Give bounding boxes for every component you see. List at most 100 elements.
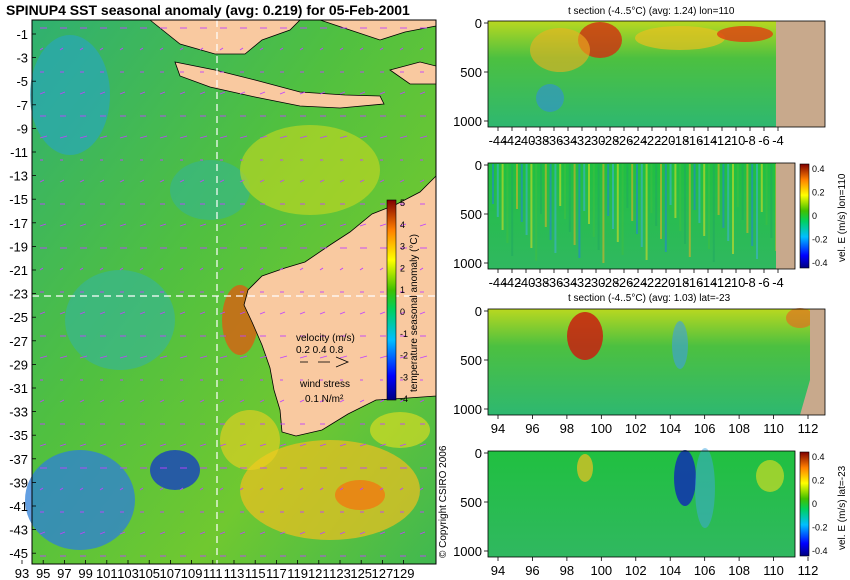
section-x-tick-label: -30 xyxy=(587,133,606,148)
velocity-stripe xyxy=(640,164,643,247)
wind-arrow xyxy=(79,267,84,271)
sst-colorbar-tick-label: 2 xyxy=(400,263,405,273)
wind-arrow xyxy=(179,223,187,227)
wind-stress-arrows xyxy=(39,27,428,557)
section-x-tick-label: -22 xyxy=(643,275,662,290)
section-x-tick-label: -4 xyxy=(772,133,784,148)
wind-arrow xyxy=(79,443,87,447)
velocity-stripe xyxy=(535,164,538,261)
velocity-stripe xyxy=(511,164,514,256)
section-x-tick-label: -20 xyxy=(657,133,676,148)
wind-arrow xyxy=(419,311,426,315)
sst-colorbar-tick-label: 5 xyxy=(400,198,405,208)
wind-arrow xyxy=(99,91,106,95)
map-x-tick-label: 129 xyxy=(393,566,415,580)
section-x-tick-label: 96 xyxy=(525,563,539,578)
wind-arrow xyxy=(119,487,124,491)
velocity-stripe xyxy=(650,164,653,213)
section-x-tick-label: 94 xyxy=(491,563,505,578)
wind-arrow xyxy=(59,267,64,271)
section-x-tick-label: -16 xyxy=(685,133,704,148)
cool-core xyxy=(672,321,688,369)
wind-arrow xyxy=(279,47,284,51)
velocity-stripe xyxy=(540,164,542,214)
sst-cool-patch xyxy=(30,35,110,155)
sst-colorbar: 5 4 3 2 1 0 -1 -2 -3 -4 xyxy=(386,198,408,404)
wind-arrow xyxy=(339,223,347,227)
section-y-tick-label: 1000 xyxy=(453,402,482,417)
wind-arrow xyxy=(379,443,387,447)
wind-arrow xyxy=(99,135,108,139)
borneo-landmass xyxy=(148,19,301,55)
westward-band xyxy=(695,448,715,528)
map-y-tick-label: -19 xyxy=(9,239,28,254)
velocity-stripe xyxy=(616,164,619,242)
wind-arrow xyxy=(219,443,227,447)
velocity-stripe xyxy=(684,164,686,244)
velocity-stripe xyxy=(693,164,696,210)
wind-arrow xyxy=(159,91,166,95)
wind-arrow xyxy=(319,91,326,95)
velocity-stripe xyxy=(688,164,691,257)
wind-arrow xyxy=(219,91,226,95)
section-x-tick-label: -30 xyxy=(587,275,606,290)
map-y-tick-label: -37 xyxy=(9,452,28,467)
wind-arrow xyxy=(119,223,127,227)
wind-arrow xyxy=(119,399,125,403)
wind-arrow xyxy=(399,267,404,271)
velocity-stripe xyxy=(583,164,586,211)
wind-arrow xyxy=(79,487,84,491)
wind-arrow xyxy=(279,355,288,359)
velocity-stripe xyxy=(597,164,600,250)
map-y-tick-label: -45 xyxy=(9,546,28,561)
wind-arrow xyxy=(99,487,104,491)
wind-arrow xyxy=(319,179,325,183)
velocity-stripes xyxy=(492,164,778,263)
wind-arrow xyxy=(99,399,105,403)
section-x-tick-label: -36 xyxy=(545,133,564,148)
wind-arrow xyxy=(299,223,307,227)
wind-arrow xyxy=(39,311,46,315)
wind-arrow xyxy=(379,487,384,491)
wind-arrow xyxy=(99,355,108,359)
wind-arrow xyxy=(339,487,344,491)
map-x-tick-label: 119 xyxy=(287,566,308,580)
velocity-stripe xyxy=(607,164,610,216)
wind-arrow xyxy=(399,223,407,227)
section-x-tick-label: -4 xyxy=(772,275,784,290)
wind-arrow xyxy=(199,47,204,51)
wind-arrow xyxy=(79,223,87,227)
map-y-tick-label: -21 xyxy=(9,263,28,278)
velocity-stripe xyxy=(530,164,533,248)
velocity-stripe xyxy=(496,164,499,217)
velocity-stripe xyxy=(669,164,672,205)
colorbar-tick-label: 0 xyxy=(812,211,817,221)
wind-arrow xyxy=(419,443,427,447)
velocity-stripe xyxy=(549,164,552,240)
wind-arrow xyxy=(419,267,424,271)
wind-arrow xyxy=(319,443,327,447)
wind-arrow xyxy=(259,179,265,183)
wind-arrow xyxy=(159,443,167,447)
wind-arrow xyxy=(299,443,307,447)
u-section-lat-panel: 0.4 0.2 0 -0.2 -0.4 xyxy=(487,448,828,558)
map-y-tick-label: -43 xyxy=(9,523,28,538)
wind-arrow xyxy=(259,531,266,535)
wind-arrow xyxy=(359,91,366,95)
t-section-lat-land xyxy=(800,309,825,415)
sst-warm-patch xyxy=(240,440,420,540)
velocity-stripe xyxy=(660,164,662,239)
map-x-tick-label: 101 xyxy=(96,566,118,580)
u-lat-colorbar-label: vel. E (m/s) lat=-23 xyxy=(837,465,848,550)
wind-arrow xyxy=(39,355,48,359)
map-y-tick-label: -17 xyxy=(9,216,28,231)
wind-arrow xyxy=(319,47,324,51)
map-x-tick-label: 99 xyxy=(78,566,92,580)
velocity-stripe xyxy=(578,164,581,258)
warm-band xyxy=(530,28,590,72)
wind-arrow xyxy=(259,91,266,95)
map-x-tick-label: 95 xyxy=(36,566,50,580)
wind-arrow xyxy=(179,399,185,403)
wind-arrow xyxy=(219,355,228,359)
